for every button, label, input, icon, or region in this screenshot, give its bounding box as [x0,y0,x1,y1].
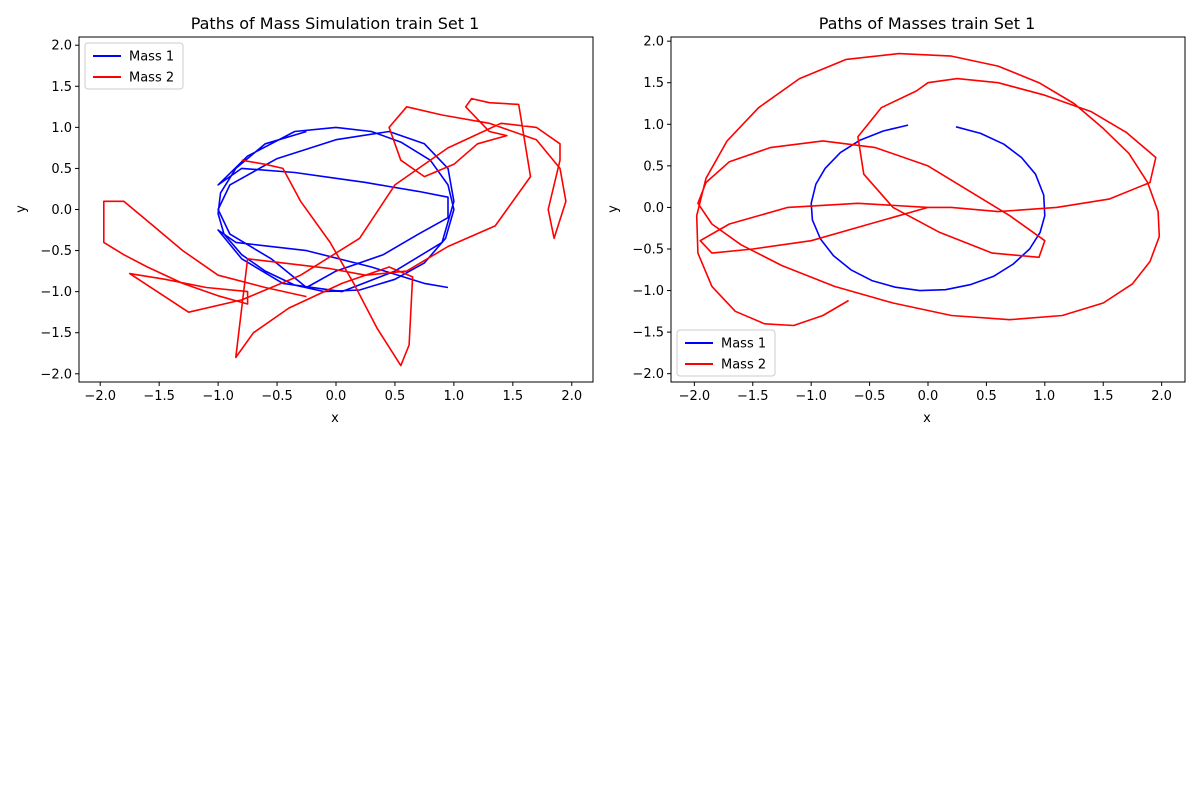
chart-left-ytick-label: 2.0 [51,39,72,54]
chart-left-ytick-label: 1.0 [51,121,72,136]
chart-left-xtick-label: 0.5 [385,389,406,404]
chart-right-xtick-label: 0.5 [976,389,997,404]
chart-right-ytick-label: 2.0 [643,35,664,50]
chart-left-ytick-label: −0.5 [40,244,72,259]
chart-left-xtick-label: 0.0 [326,389,347,404]
chart-left-xtick-label: −1.5 [143,389,175,404]
chart-right-ytick-label: 0.5 [643,159,664,174]
chart-right-ytick-label: 1.5 [643,76,664,91]
chart-left-xlabel: x [331,411,339,426]
chart-right-ylabel: y [606,205,621,213]
chart-left-plot-area [103,97,567,367]
chart-right-xtick-label: 0.0 [918,389,939,404]
chart-right-xtick-label: −1.5 [737,389,769,404]
chart-left-xtick-label: 1.5 [502,389,523,404]
chart-right-legend: Mass 1 Mass 2 [676,329,776,377]
chart-left-ytick-label: −1.5 [40,326,72,341]
chart-right-plot-area [695,52,1161,327]
chart-left-ytick-label: −2.0 [40,367,72,382]
chart-right-xtick-label: 1.0 [1034,389,1055,404]
chart-right: Paths of Masses train Set 1 x y −2.0 −1.5… [606,14,1186,426]
chart-left-ytick-label: 1.5 [51,80,72,95]
chart-left-ylabel: y [14,205,29,213]
chart-left-legend-label: Mass 2 [129,71,174,86]
chart-left-ytick-label: 0.0 [51,203,72,218]
chart-right-title: Paths of Masses train Set 1 [819,14,1036,33]
chart-left-xtick-label: −0.5 [261,389,293,404]
chart-left-ytick-label: 0.5 [51,162,72,177]
chart-left-xtick-label: −2.0 [84,389,116,404]
chart-right-xtick-label: 1.5 [1093,389,1114,404]
chart-right-legend-label: Mass 2 [721,358,766,373]
chart-left-ytick-label: −1.0 [40,285,72,300]
chart-right-ytick-label: 0.0 [643,201,664,216]
chart-left-xtick-label: −1.0 [202,389,234,404]
chart-left-xtick-label: 1.0 [444,389,465,404]
chart-left-title: Paths of Mass Simulation train Set 1 [191,14,480,33]
chart-left-series-2-line [103,97,567,367]
chart-left-legend: Mass 1 Mass 2 [84,42,184,90]
chart-right-xlabel: x [923,411,931,426]
chart-left-legend-label: Mass 1 [129,50,174,65]
chart-right-xtick-label: −0.5 [854,389,886,404]
chart-right-ytick-label: −1.5 [632,326,664,341]
chart-right-xtick-label: −2.0 [679,389,711,404]
chart-right-ytick-label: −0.5 [632,242,664,257]
chart-right-series-2-line [695,52,1161,327]
chart-right-xtick-label: −1.0 [795,389,827,404]
chart-left-series-1-line [217,126,455,293]
chart-right-xtick-label: 2.0 [1151,389,1172,404]
chart-right-ytick-label: −2.0 [632,367,664,382]
chart-right-ytick-label: −1.0 [632,284,664,299]
chart-left: Paths of Mass Simulation train Set 1 x y… [14,14,594,426]
chart-right-series-1-line [810,124,1046,292]
chart-left-xtick-label: 2.0 [561,389,582,404]
chart-right-ytick-label: 1.0 [643,118,664,133]
chart-right-legend-label: Mass 1 [721,337,766,352]
